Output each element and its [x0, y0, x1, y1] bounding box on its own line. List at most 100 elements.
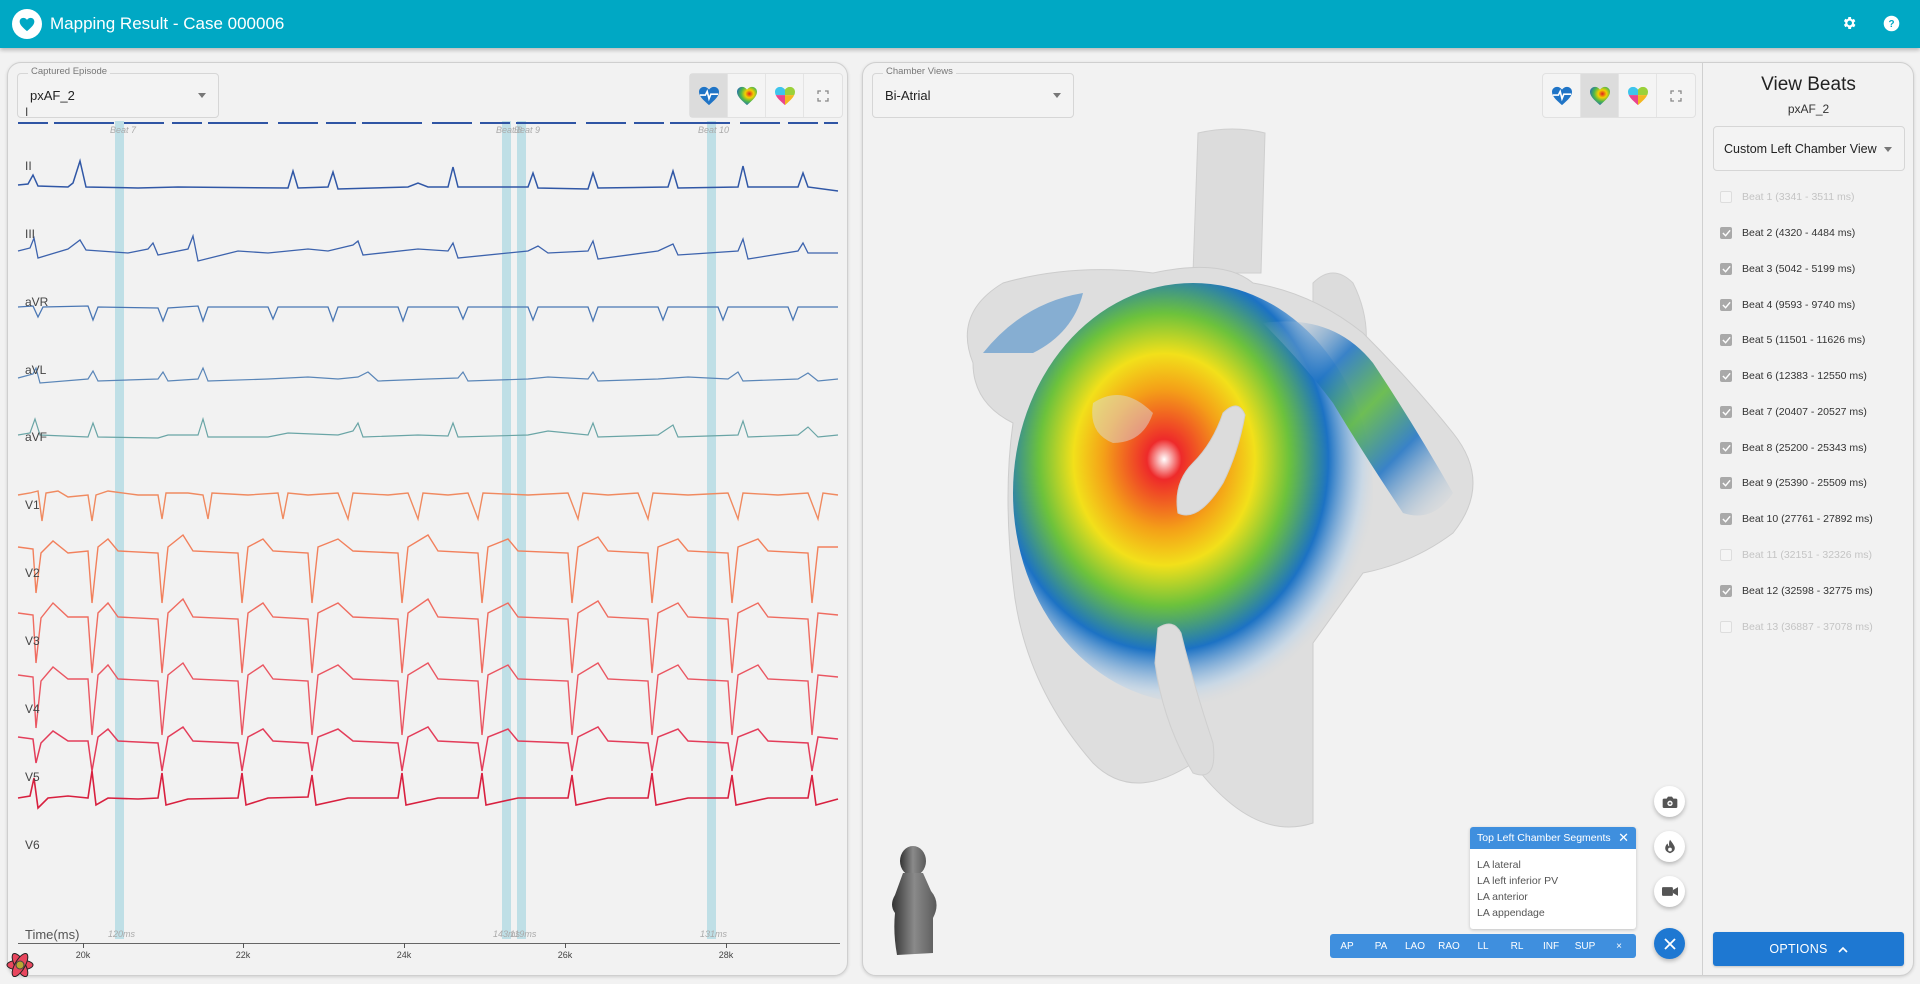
checkbox-checked-icon[interactable] — [1720, 227, 1732, 239]
lead-label-v1: V1 — [25, 498, 40, 512]
view-inf-button[interactable]: INF — [1542, 940, 1560, 952]
chamber-views-select[interactable]: Chamber Views Bi-Atrial — [872, 66, 1074, 118]
beat-duration-7: 120ms — [108, 929, 136, 939]
beat-tag-9: Beat 9 — [514, 125, 541, 135]
close-fab-button[interactable] — [1654, 928, 1685, 959]
tick-label: 20k — [75, 950, 91, 960]
view-rl-button[interactable]: RL — [1510, 940, 1524, 952]
segment-view-button[interactable] — [766, 74, 804, 117]
chamber-views-value: Bi-Atrial — [885, 88, 931, 103]
checkbox-checked-icon[interactable] — [1720, 585, 1732, 597]
video-button[interactable] — [1654, 876, 1685, 907]
tick-label: 26k — [557, 950, 573, 960]
fullscreen-icon — [817, 89, 829, 102]
segment-item: LA lateral — [1477, 859, 1521, 871]
checkbox-checked-icon[interactable] — [1720, 406, 1732, 418]
segments-header: Top Left Chamber Segments ✕ — [1470, 827, 1636, 849]
beat-checkbox-12[interactable]: Beat 12 (32598 - 32775 ms) — [1720, 585, 1873, 597]
chevron-down-icon — [1053, 93, 1061, 98]
ecg-view-button[interactable] — [1543, 74, 1581, 117]
captured-episode-label: Captured Episode — [28, 66, 111, 77]
beat-checkbox-8[interactable]: Beat 8 (25200 - 25343 ms) — [1720, 442, 1867, 454]
page-title: Mapping Result - Case 000006 — [50, 14, 285, 33]
help-icon[interactable]: ? — [1880, 12, 1902, 34]
time-axis — [18, 943, 840, 944]
beat-checkbox-13[interactable]: Beat 13 (36887 - 37078 ms) — [1720, 621, 1873, 633]
react-devtools-icon[interactable] — [5, 950, 35, 980]
checkbox-checked-icon[interactable] — [1720, 370, 1732, 382]
segment-heart-icon — [774, 86, 795, 105]
beat-checkbox-9[interactable]: Beat 9 (25390 - 25509 ms) — [1720, 477, 1867, 489]
checkbox-icon[interactable] — [1720, 549, 1732, 561]
lead-label-v6: V6 — [25, 838, 40, 852]
heart-3d-model[interactable] — [893, 123, 1533, 923]
lead-label-ii: II — [25, 159, 32, 173]
camera-icon — [1662, 796, 1677, 808]
captured-episode-value: pxAF_2 — [30, 88, 75, 103]
view-rao-button[interactable]: RAO — [1438, 940, 1460, 952]
beat-duration-8: 143ms — [493, 929, 521, 939]
beat-checkbox-7[interactable]: Beat 7 (20407 - 20527 ms) — [1720, 406, 1867, 418]
fullscreen-button[interactable] — [804, 74, 842, 117]
lead-label-v4: V4 — [25, 702, 40, 716]
beat-duration-10: 131ms — [700, 929, 728, 939]
beat-tag-10: Beat 10 — [698, 125, 730, 135]
view-ll-button[interactable]: LL — [1477, 940, 1489, 952]
view-lao-button[interactable]: LAO — [1404, 940, 1425, 952]
view-beats-sidebar: View Beats pxAF_2 Custom Left Chamber Vi… — [1702, 62, 1914, 976]
view-ap-button[interactable]: AP — [1340, 940, 1354, 952]
tick-label: 22k — [235, 950, 251, 960]
time-axis-title: Time(ms) — [25, 927, 80, 942]
beat-tag-7: Beat 7 — [110, 125, 137, 135]
tick-label: 24k — [396, 950, 412, 960]
lead-label-v3: V3 — [25, 634, 40, 648]
heatmap-view-button[interactable] — [728, 74, 766, 117]
checkbox-checked-icon[interactable] — [1720, 334, 1732, 346]
flame-icon — [1664, 839, 1675, 854]
beat-checkbox-3[interactable]: Beat 3 (5042 - 5199 ms) — [1720, 263, 1855, 275]
segment-item: LA anterior — [1477, 891, 1528, 903]
heatmap-heart-icon — [736, 86, 757, 105]
lead-label-v2: V2 — [25, 566, 40, 580]
beat-checkbox-2[interactable]: Beat 2 (4320 - 4484 ms) — [1720, 227, 1855, 239]
beat-checkbox-11[interactable]: Beat 11 (32151 - 32326 ms) — [1720, 549, 1872, 561]
ecg-view-button[interactable] — [690, 74, 728, 117]
checkbox-checked-icon[interactable] — [1720, 442, 1732, 454]
beat-checkbox-5[interactable]: Beat 5 (11501 - 11626 ms) — [1720, 334, 1865, 346]
beat-checkbox-6[interactable]: Beat 6 (12383 - 12550 ms) — [1720, 370, 1867, 382]
lead-label-v5: V5 — [25, 770, 40, 784]
checkbox-icon[interactable] — [1720, 191, 1732, 203]
lead-label-iii: III — [25, 227, 36, 241]
fullscreen-icon — [1670, 89, 1682, 102]
chamber-view-value: Custom Left Chamber View — [1724, 141, 1877, 156]
options-button[interactable]: OPTIONS — [1713, 932, 1904, 966]
camera-button[interactable] — [1654, 786, 1685, 817]
checkbox-checked-icon[interactable] — [1720, 299, 1732, 311]
view-pa-button[interactable]: PA — [1374, 940, 1388, 952]
close-icon[interactable]: ✕ — [1618, 830, 1629, 845]
ecg-chart[interactable] — [8, 63, 849, 977]
beat-checkbox-4[interactable]: Beat 4 (9593 - 9740 ms) — [1720, 299, 1855, 311]
checkbox-checked-icon[interactable] — [1720, 263, 1732, 275]
gear-icon[interactable] — [1838, 12, 1860, 34]
chamber-view-select[interactable]: Custom Left Chamber View — [1713, 126, 1905, 171]
flame-button[interactable] — [1654, 831, 1685, 862]
heatmap-heart-icon — [1589, 86, 1610, 105]
captured-episode-select[interactable]: Captured Episode pxAF_2 — [17, 66, 219, 118]
fullscreen-button[interactable] — [1657, 74, 1695, 117]
beat-tag-8: Beat 8 — [496, 125, 523, 135]
segments-list: LA lateral LA left inferior PV LA anteri… — [1470, 849, 1636, 929]
beat-checkbox-1[interactable]: Beat 1 (3341 - 3511 ms) — [1720, 191, 1854, 203]
heart-pulse-icon — [1551, 86, 1572, 105]
checkbox-icon[interactable] — [1720, 621, 1732, 633]
checkbox-checked-icon[interactable] — [1720, 513, 1732, 525]
chevron-down-icon — [1884, 147, 1892, 152]
beat-checkbox-10[interactable]: Beat 10 (27761 - 27892 ms) — [1720, 513, 1873, 525]
segment-view-button[interactable] — [1619, 74, 1657, 117]
heatmap-view-button[interactable] — [1581, 74, 1619, 117]
heart-pulse-icon — [698, 86, 719, 105]
view-sup-button[interactable]: SUP — [1574, 940, 1596, 952]
close-view-bar-button[interactable]: × — [1616, 940, 1622, 952]
map-toolbar — [1542, 73, 1696, 118]
checkbox-checked-icon[interactable] — [1720, 477, 1732, 489]
